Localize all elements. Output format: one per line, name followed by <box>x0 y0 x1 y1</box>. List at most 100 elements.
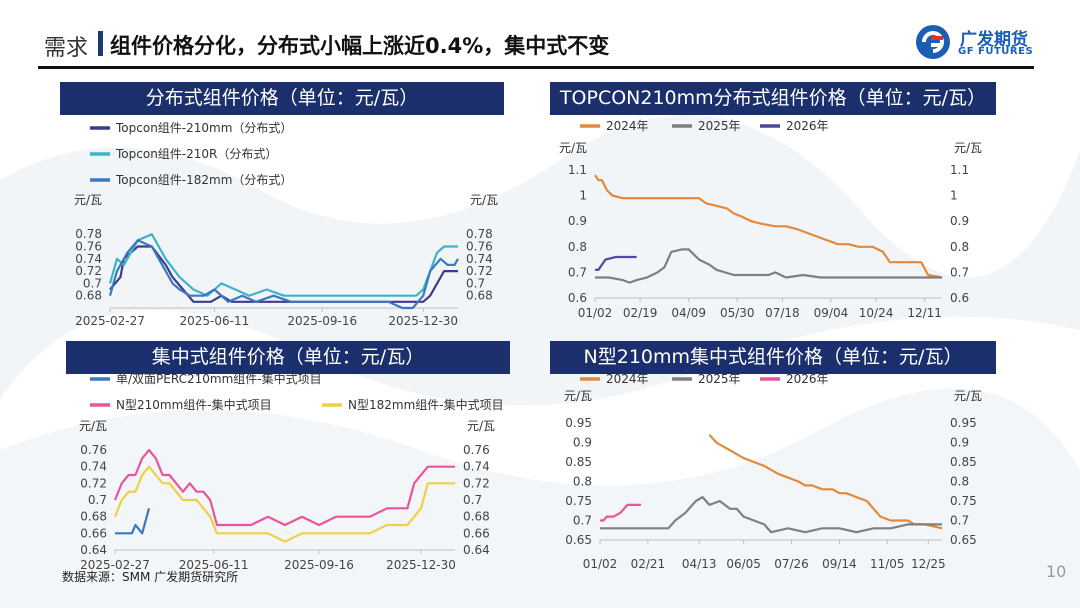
series-line-3 <box>600 503 641 522</box>
y-tick-left: 0.95 <box>565 416 592 430</box>
y-tick-left: 0.7 <box>568 265 587 279</box>
y-tick-left: 0.64 <box>80 543 107 557</box>
y-tick-left: 0.74 <box>75 252 102 266</box>
x-tick-label: 10/24 <box>859 306 894 320</box>
x-tick-label: 07/26 <box>774 557 809 571</box>
series-line-3 <box>113 465 455 543</box>
y-unit-left: 元/瓦 <box>79 419 107 433</box>
y-tick-right: 0.7 <box>950 265 969 279</box>
y-tick-left: 0.7 <box>573 514 592 528</box>
y-tick-right: 0.75 <box>950 494 977 508</box>
x-tick-label: 06/05 <box>726 557 761 571</box>
series-line-2 <box>113 448 455 527</box>
chart3-title: 集中式组件价格（单位：元/瓦） <box>66 341 510 374</box>
y-tick-left: 0.76 <box>80 443 107 457</box>
y-tick-right: 0.74 <box>466 252 493 266</box>
y-tick-right: 0.7 <box>950 514 969 528</box>
y-tick-left: 0.9 <box>568 214 587 228</box>
y-tick-right: 0.72 <box>466 264 493 278</box>
x-tick-label: 04/09 <box>671 306 706 320</box>
y-tick-right: 0.9 <box>950 436 969 450</box>
page-number: 10 <box>1046 562 1067 581</box>
x-tick-label: 07/18 <box>765 306 800 320</box>
y-tick-left: 0.74 <box>80 460 107 474</box>
x-tick-label: 01/02 <box>578 306 613 320</box>
y-tick-right: 0.95 <box>950 416 977 430</box>
legend-label: Topcon组件-210mm（分布式） <box>115 121 292 135</box>
y-tick-left: 0.8 <box>573 475 592 489</box>
y-unit-right: 元/瓦 <box>467 419 495 433</box>
x-tick-label: 02/19 <box>623 306 658 320</box>
y-tick-right: 0.8 <box>950 240 969 254</box>
y-tick-left: 0.65 <box>565 533 592 547</box>
y-tick-right: 0.85 <box>950 455 977 469</box>
section-title: 需求 <box>44 36 89 61</box>
legend-label: 2026年 <box>786 119 829 133</box>
y-tick-left: 0.72 <box>80 476 107 490</box>
y-tick-left: 0.66 <box>80 526 107 540</box>
y-unit-right: 元/瓦 <box>470 193 498 207</box>
legend-label: Topcon组件-182mm（分布式） <box>115 173 292 187</box>
x-tick-label: 01/02 <box>583 557 618 571</box>
y-unit-left: 元/瓦 <box>74 193 102 207</box>
legend-label: 2024年 <box>606 119 649 133</box>
y-tick-left: 0.8 <box>568 240 587 254</box>
series-line-2 <box>108 233 458 297</box>
chart-distributed-module-price: 元/瓦 元/瓦0.68 0.680.7 0.70.72 0.720.74 0.740.76… <box>74 121 498 328</box>
legend-label: Topcon组件-210R（分布式） <box>115 147 277 161</box>
x-tick-label: 11/05 <box>870 557 905 571</box>
data-source: 数据来源：SMM 广发期货研究所 <box>62 570 239 584</box>
y-tick-left: 0.72 <box>75 264 102 278</box>
y-tick-right: 0.64 <box>463 543 490 557</box>
chart2-title: TOPCON210mm分布式组件价格（单位：元/瓦） <box>550 82 996 115</box>
logo-en: GF FUTURES <box>958 46 1034 57</box>
y-tick-left: 0.76 <box>75 239 102 253</box>
x-tick-label: 2025-06-11 <box>179 558 249 572</box>
x-tick-label: 12/25 <box>911 557 946 571</box>
chart1-title: 分布式组件价格（单位：元/瓦） <box>60 82 504 115</box>
gf-logo-icon <box>916 25 950 59</box>
legend-label: 2024年 <box>606 372 649 386</box>
legend-label: 2026年 <box>786 372 829 386</box>
y-tick-right: 0.74 <box>463 460 490 474</box>
x-tick-label: 2025-06-11 <box>180 314 250 328</box>
y-tick-right: 0.68 <box>463 510 490 524</box>
page-title: 组件价格分化，分布式小幅上涨近0.4%，集中式不变 <box>110 34 610 58</box>
y-tick-left: 0.68 <box>75 289 102 303</box>
x-tick-label: 2025-02-27 <box>75 314 145 328</box>
y-unit-right: 元/瓦 <box>954 141 982 155</box>
series-line-1 <box>708 433 943 530</box>
y-tick-right: 0.68 <box>466 289 493 303</box>
y-tick-right: 0.76 <box>466 239 493 253</box>
series-line-1 <box>109 245 458 303</box>
x-tick-label: 04/13 <box>682 557 717 571</box>
x-tick-label: 2025-12-30 <box>386 558 456 572</box>
y-tick-right: 0.66 <box>463 526 490 540</box>
x-tick-label: 2025-09-16 <box>287 314 357 328</box>
y-tick-right: 1 <box>950 189 958 203</box>
y-tick-left: 0.75 <box>565 494 592 508</box>
header: 需求 组件价格分化，分布式小幅上涨近0.4%，集中式不变 广发期货 GF FUT… <box>0 0 1080 72</box>
legend-label: N型210mm组件-集中式项目 <box>116 397 272 412</box>
x-tick-label: 2025-12-30 <box>388 314 458 328</box>
legend-label: 2025年 <box>698 372 741 386</box>
y-tick-right: 0.7 <box>466 276 485 290</box>
x-tick-label: 09/04 <box>814 306 849 320</box>
y-tick-right: 0.9 <box>950 214 969 228</box>
x-tick-label: 02/21 <box>631 557 666 571</box>
legend-label: N型182mm组件-集中式项目 <box>348 397 504 412</box>
y-tick-right: 0.7 <box>463 493 482 507</box>
chart-n210-centralized-price: 元/瓦 元/瓦 0.65 0.65 0.7 0.7 0.75 0.75 0.8 0.8 0.85 0.… <box>564 372 982 571</box>
y-tick-right: 0.6 <box>950 291 969 305</box>
y-tick-right: 0.78 <box>466 227 493 241</box>
y-tick-left: 0.6 <box>568 291 587 305</box>
x-tick-label: 09/14 <box>822 557 857 571</box>
y-tick-left: 0.85 <box>565 455 592 469</box>
series-line-1 <box>115 508 151 535</box>
header-rule <box>38 66 1034 69</box>
x-tick-label: 2025-09-16 <box>284 558 354 572</box>
series-line-1 <box>594 174 943 279</box>
chart-topcon210-distributed-price: 元/瓦 元/瓦 0.6 0.6 0.7 0.7 0.8 0.8 0.9 0.9 1 1 1.1 1.1 01… <box>559 119 982 320</box>
y-tick-left: 0.68 <box>80 510 107 524</box>
legend-label: 2025年 <box>698 119 741 133</box>
